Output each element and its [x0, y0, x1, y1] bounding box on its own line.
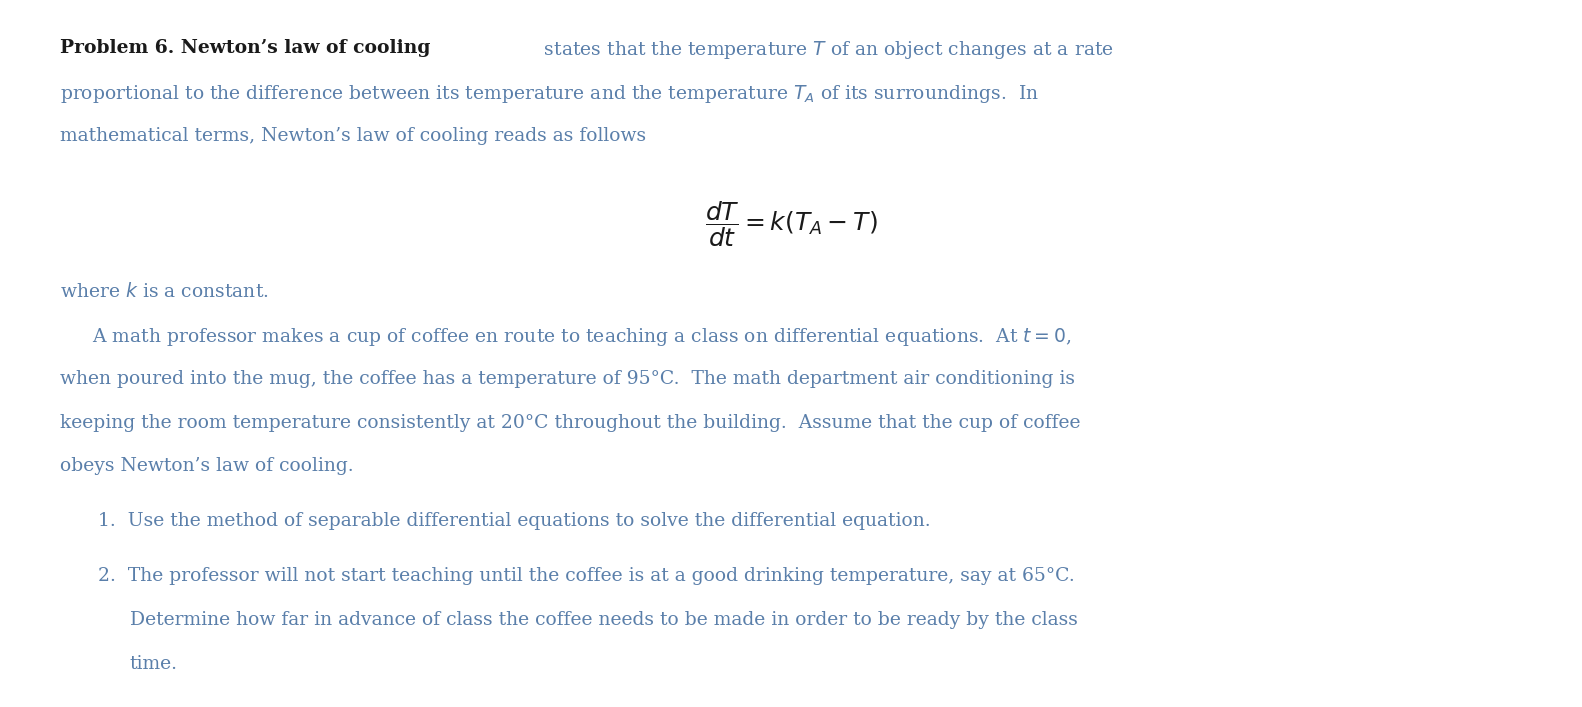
Text: mathematical terms, Newton’s law of cooling reads as follows: mathematical terms, Newton’s law of cool…	[60, 127, 645, 144]
Text: 1.  Use the method of separable differential equations to solve the differential: 1. Use the method of separable different…	[98, 513, 930, 530]
Text: where $k$ is a constant.: where $k$ is a constant.	[60, 282, 269, 301]
Text: time.: time.	[130, 655, 177, 673]
Text: A math professor makes a cup of coffee en route to teaching a class on different: A math professor makes a cup of coffee e…	[92, 326, 1071, 348]
Text: Determine how far in advance of class the coffee needs to be made in order to be: Determine how far in advance of class th…	[130, 611, 1077, 629]
Text: obeys Newton’s law of cooling.: obeys Newton’s law of cooling.	[60, 457, 354, 476]
Text: proportional to the difference between its temperature and the temperature $T_A$: proportional to the difference between i…	[60, 83, 1039, 105]
Text: $\dfrac{dT}{dt} = k(T_A - T)$: $\dfrac{dT}{dt} = k(T_A - T)$	[704, 199, 878, 249]
Text: Problem 6. Newton’s law of cooling: Problem 6. Newton’s law of cooling	[60, 39, 430, 57]
Text: 2.  The professor will not start teaching until the coffee is at a good drinking: 2. The professor will not start teaching…	[98, 567, 1074, 585]
Text: keeping the room temperature consistently at 20°C throughout the building.  Assu: keeping the room temperature consistentl…	[60, 414, 1081, 432]
Text: states that the temperature $T$ of an object changes at a rate: states that the temperature $T$ of an ob…	[538, 39, 1114, 61]
Text: when poured into the mug, the coffee has a temperature of 95°C.  The math depart: when poured into the mug, the coffee has…	[60, 370, 1076, 388]
